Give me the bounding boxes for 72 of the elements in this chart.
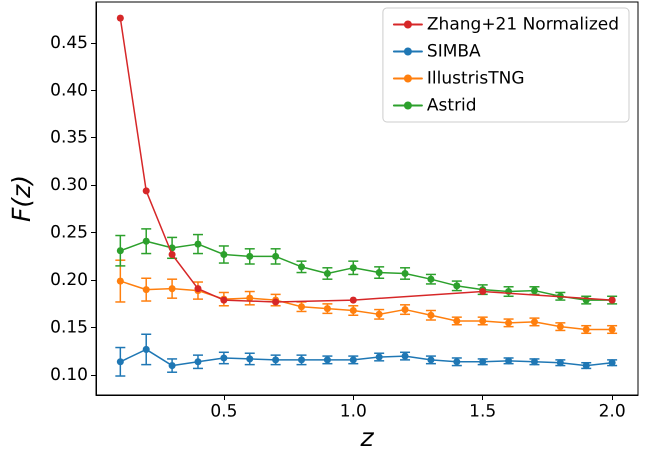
point	[142, 187, 150, 194]
point	[402, 306, 409, 314]
point	[116, 358, 124, 366]
x-tick-label: 2.0	[598, 402, 626, 422]
point	[427, 356, 434, 364]
point	[246, 355, 254, 362]
point	[530, 287, 538, 294]
point	[298, 263, 306, 270]
y-tick-label: 0.15	[50, 318, 88, 338]
point	[453, 358, 460, 366]
y-tick-label: 0.10	[50, 365, 88, 386]
point	[116, 247, 124, 254]
y-tick-label: 0.25	[50, 222, 88, 243]
point	[556, 359, 564, 366]
y-axis-title: F(z)	[7, 174, 36, 222]
point	[272, 252, 280, 260]
point	[479, 317, 486, 324]
x-tick-label: 0.5	[210, 402, 238, 422]
y-tick-label: 0.40	[50, 80, 88, 100]
point	[505, 357, 512, 364]
point	[324, 305, 331, 312]
point	[220, 251, 228, 258]
point	[530, 358, 538, 366]
point	[298, 303, 306, 310]
point	[194, 240, 202, 248]
point	[582, 362, 590, 370]
point	[272, 356, 280, 364]
point	[453, 317, 460, 324]
point	[402, 270, 409, 277]
point	[479, 358, 486, 366]
y-tick-label: 0.30	[50, 175, 88, 196]
y-tick-label: 0.35	[50, 128, 88, 148]
point	[402, 352, 409, 360]
point	[168, 285, 176, 292]
point	[142, 346, 150, 353]
x-tick-label: 1.5	[469, 402, 496, 422]
point	[608, 359, 616, 366]
point	[298, 356, 306, 364]
y-tick-label: 0.45	[50, 32, 88, 53]
point	[168, 251, 176, 258]
point	[427, 276, 434, 283]
point	[556, 323, 564, 330]
legend-label: Zhang+21 Normalized	[426, 14, 620, 34]
legend-label: SIMBA	[426, 42, 482, 62]
point	[376, 269, 383, 276]
point	[427, 312, 434, 319]
x-tick-label: 1.0	[340, 402, 367, 422]
point	[376, 310, 383, 318]
point	[168, 362, 176, 370]
point	[194, 358, 202, 366]
legend-label: IllustrisTNG	[426, 68, 525, 88]
point	[505, 319, 512, 326]
x-axis-title: z	[359, 423, 374, 452]
point	[116, 14, 124, 22]
point	[453, 282, 460, 290]
point	[350, 356, 357, 364]
y-tick-label: 0.20	[50, 270, 88, 290]
point	[582, 326, 590, 333]
point	[376, 354, 383, 361]
point	[608, 326, 616, 333]
point	[142, 286, 150, 294]
point	[246, 252, 254, 260]
point	[350, 296, 357, 304]
point	[116, 278, 124, 285]
point	[324, 270, 331, 277]
point	[220, 354, 228, 362]
point	[142, 238, 150, 245]
point	[530, 318, 538, 326]
legend-label: Astrid	[426, 96, 477, 116]
point	[324, 356, 331, 364]
point	[350, 264, 357, 272]
point	[350, 307, 357, 314]
